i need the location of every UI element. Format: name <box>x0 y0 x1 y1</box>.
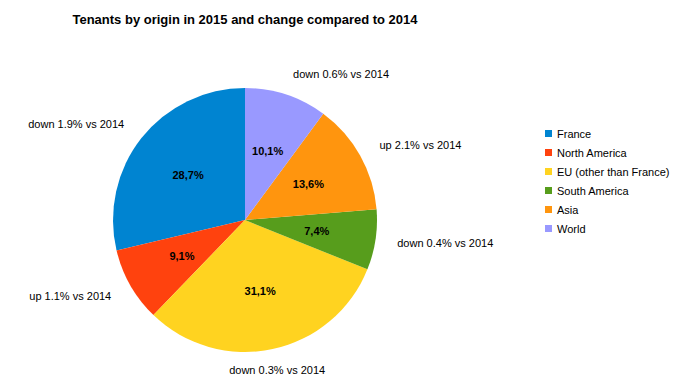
annotation: up 2.1% vs 2014 <box>379 139 461 151</box>
data-label: 10,1% <box>252 145 283 157</box>
legend-label: World <box>557 223 586 235</box>
chart: Tenants by origin in 2015 and change com… <box>0 0 700 381</box>
legend-swatch <box>545 168 552 175</box>
labels: 28,7% 9,1% 31,1% 7,4% 13,6% 10,1% down 1.9% vs… <box>28 68 493 377</box>
legend-swatch <box>545 187 552 194</box>
legend-label: North America <box>557 147 628 159</box>
legend-item: France <box>545 128 591 140</box>
legend-item: Asia <box>545 204 579 216</box>
legend-item: South America <box>545 185 629 197</box>
annotation: up 1.1% vs 2014 <box>29 290 111 302</box>
data-label: 31,1% <box>245 285 276 297</box>
annotation: down 1.9% vs 2014 <box>28 118 124 130</box>
annotation: down 0.4% vs 2014 <box>397 237 493 249</box>
legend-item: North America <box>545 147 628 159</box>
legend-swatch <box>545 130 552 137</box>
annotation: down 0.3% vs 2014 <box>229 364 325 376</box>
data-label: 13,6% <box>293 178 324 190</box>
annotation: down 0.6% vs 2014 <box>293 68 389 80</box>
legend-item: World <box>545 223 586 235</box>
legend-label: EU (other than France) <box>557 166 670 178</box>
legend-swatch <box>545 149 552 156</box>
legend-item: EU (other than France) <box>545 166 670 178</box>
title: Tenants by origin in 2015 and change com… <box>72 12 418 27</box>
data-label: 7,4% <box>304 225 329 237</box>
legend-swatch <box>545 225 552 232</box>
data-label: 28,7% <box>172 169 203 181</box>
legend-label: South America <box>557 185 629 197</box>
legend-label: Asia <box>557 204 579 216</box>
legend-label: France <box>557 128 591 140</box>
data-label: 9,1% <box>169 250 194 262</box>
legend-swatch <box>545 206 552 213</box>
slice <box>245 88 323 220</box>
pie <box>113 88 377 352</box>
legend: France North America EU (other than France… <box>545 128 670 235</box>
